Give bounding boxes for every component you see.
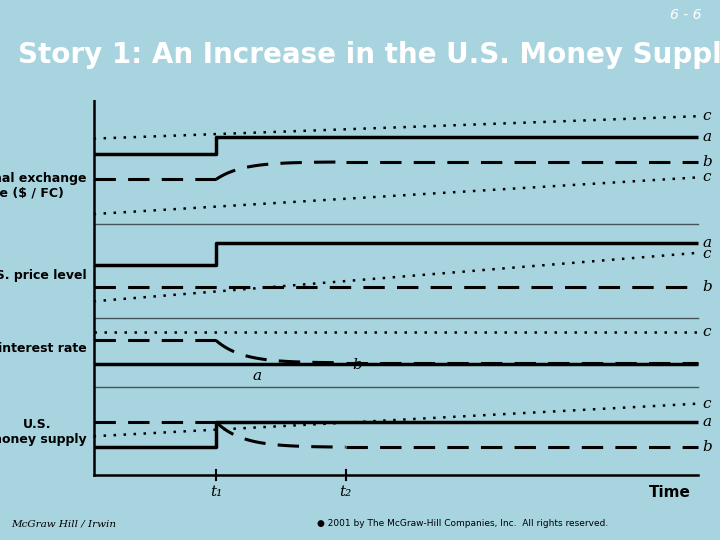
Text: b: b — [702, 155, 712, 169]
Text: b: b — [702, 280, 712, 294]
Text: b: b — [702, 440, 712, 454]
Text: t₂: t₂ — [339, 485, 352, 499]
Text: Time: Time — [649, 485, 691, 500]
Text: ● 2001 by The McGraw-Hill Companies, Inc.  All rights reserved.: ● 2001 by The McGraw-Hill Companies, Inc… — [317, 519, 608, 528]
Text: a: a — [702, 237, 711, 251]
Text: Story 1: An Increase in the U.S. Money Supply: Story 1: An Increase in the U.S. Money S… — [18, 41, 720, 69]
Text: b: b — [353, 357, 363, 372]
Text: c: c — [702, 247, 711, 261]
Text: McGraw Hill / Irwin: McGraw Hill / Irwin — [11, 519, 116, 528]
Text: c: c — [702, 109, 711, 123]
Text: U.S.
money supply: U.S. money supply — [0, 418, 86, 446]
Text: a: a — [702, 415, 711, 429]
Text: a: a — [702, 130, 711, 144]
Text: $ interest rate: $ interest rate — [0, 342, 86, 355]
Text: 6 - 6: 6 - 6 — [670, 8, 702, 22]
Text: Nominal exchange
rate ($ / FC): Nominal exchange rate ($ / FC) — [0, 172, 86, 199]
Text: c: c — [702, 170, 711, 184]
Text: c: c — [702, 325, 711, 339]
Text: c: c — [702, 397, 711, 410]
Text: t₁: t₁ — [210, 485, 222, 499]
Text: U.S. price level: U.S. price level — [0, 269, 86, 282]
Text: a: a — [252, 369, 261, 383]
